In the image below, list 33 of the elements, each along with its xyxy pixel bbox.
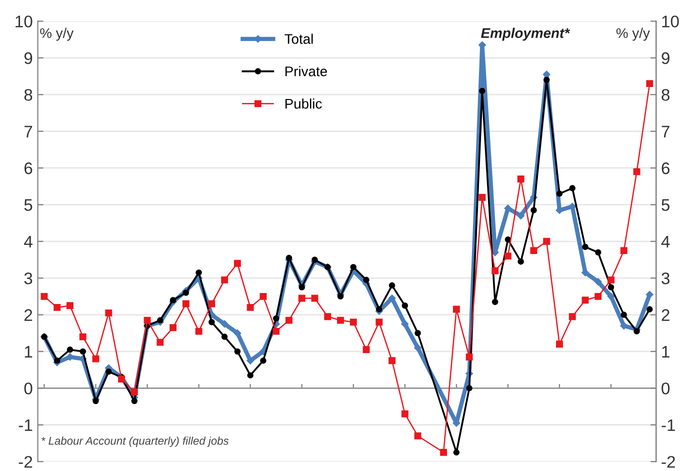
- y2-tick-label: 9: [662, 52, 670, 64]
- y2-tick-label: 8: [662, 88, 670, 101]
- y-tick-label: 2: [24, 309, 32, 321]
- y-tick-label: 10: [16, 16, 32, 28]
- legend-label: Total: [284, 34, 313, 44]
- y-tick-label: -1: [18, 419, 32, 431]
- y-tick-label: -2: [18, 456, 32, 468]
- y-tick-label: 0: [24, 382, 32, 394]
- y2-tick-label: 10: [662, 16, 679, 28]
- y2-tick-label: -2: [662, 456, 675, 468]
- y2-tick-label: 0: [662, 382, 670, 394]
- y2-tick-label: 4: [661, 236, 670, 248]
- y2-tick-label: 6: [662, 162, 670, 174]
- y-axis-title: % y/y: [40, 28, 74, 41]
- y2-tick-label: -1: [662, 419, 675, 431]
- y-tick-label: 5: [24, 199, 32, 211]
- chart-title: Employment*: [481, 28, 570, 41]
- y-tick-label: 9: [24, 52, 32, 64]
- annotation: * Labour Account (quarterly) filled jobs: [42, 436, 229, 447]
- y-tick-label: 3: [24, 272, 32, 284]
- y-tick-label: 6: [24, 162, 32, 174]
- y2-tick-label: 5: [662, 199, 670, 211]
- legend-label: Public: [285, 98, 322, 109]
- y2-tick-label: 2: [662, 309, 670, 321]
- y2-tick-label: 3: [662, 272, 670, 284]
- y2-tick-label: 7: [662, 126, 670, 138]
- legend-label: Private: [285, 66, 327, 76]
- y-tick-label: 4: [24, 236, 32, 248]
- y2-tick-label: 1: [662, 346, 670, 358]
- y-tick-label: 8: [24, 88, 32, 101]
- y-tick-label: 7: [24, 126, 32, 138]
- y-tick-label: 1: [24, 346, 32, 358]
- y2-axis-title: % y/y: [616, 28, 650, 41]
